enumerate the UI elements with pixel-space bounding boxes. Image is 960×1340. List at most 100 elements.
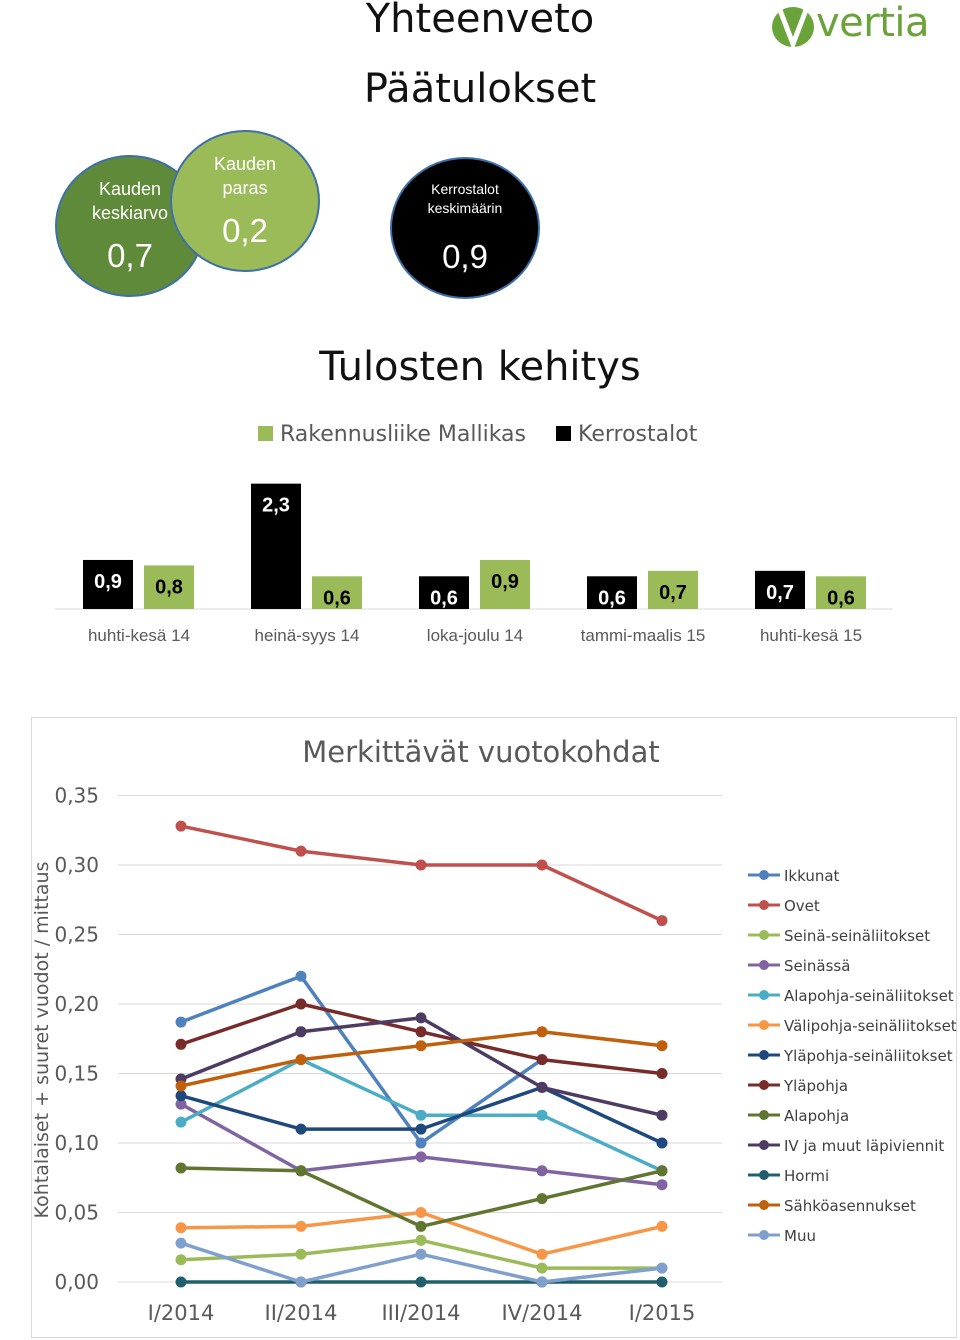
bar-value-label-2-1: 0,9: [491, 571, 519, 593]
y-tick-label-6: 0,30: [54, 853, 99, 877]
series-line-11: [180, 1030, 663, 1088]
series-point-5-1: [295, 1220, 307, 1232]
series-point-5-3: [536, 1248, 548, 1260]
legend-label-10: Hormi: [784, 1167, 829, 1185]
series-point-10-0: [175, 1276, 187, 1288]
bar-value-label-0-0: 0,9: [94, 571, 122, 593]
series-point-2-1: [295, 1248, 307, 1260]
bar-1-0: [251, 483, 301, 609]
bar-value-label-4-1: 0,6: [827, 587, 855, 609]
bar-1-1: [312, 576, 362, 609]
bar-legend-label-0: Rakennusliike Mallikas: [280, 422, 526, 447]
series-point-0-1: [295, 970, 307, 982]
bar-4-1: [816, 576, 866, 609]
x-tick-label-4: I/2015: [629, 1301, 696, 1325]
legend-label-4: Alapohja-seinäliitokset: [784, 987, 954, 1005]
series-point-11-4: [656, 1040, 668, 1052]
x-tick-label-0: I/2014: [148, 1301, 215, 1325]
legend-label-8: Alapohja: [784, 1107, 849, 1125]
series-point-4-3: [536, 1109, 548, 1121]
kerrostalot-label-1: Kerrostalot: [431, 181, 499, 197]
bar-legend-swatch-0: [258, 426, 273, 441]
series-point-9-1: [295, 1026, 307, 1038]
bar-chart-title: Tulosten kehitys: [319, 344, 641, 390]
kerrostalot-label-2: keskimäärin: [427, 200, 503, 216]
legend-label-12: Muu: [784, 1227, 816, 1245]
bar-4-0: [755, 570, 805, 609]
series-point-12-1: [295, 1276, 307, 1288]
series-point-4-2: [415, 1109, 427, 1121]
bar-category-label-1: heinä-syys 14: [255, 626, 360, 645]
series-point-2-3: [536, 1262, 548, 1274]
legend-marker-10: [759, 1170, 769, 1180]
series-point-10-2: [415, 1276, 427, 1288]
series-point-0-2: [415, 1137, 427, 1149]
legend-marker-0: [759, 870, 769, 880]
series-point-7-2: [415, 1026, 427, 1038]
legend-label-2: Seinä-seinäliitokset: [784, 927, 930, 945]
series-point-3-2: [415, 1151, 427, 1163]
series-line-0: [180, 974, 543, 1145]
kerrostalot-value: 0,9: [442, 238, 488, 275]
logo-text: vertia: [816, 0, 930, 46]
season-best-label-1: Kauden: [213, 154, 277, 174]
series-point-12-3: [536, 1276, 548, 1288]
y-tick-label-0: 0,00: [54, 1270, 99, 1294]
bar-category-label-0: huhti-kesä 14: [88, 626, 190, 645]
y-tick-label-5: 0,25: [54, 923, 99, 947]
y-tick-label-1: 0,05: [54, 1201, 99, 1225]
series-point-1-1: [295, 845, 307, 857]
season-best-value: 0,2: [222, 212, 268, 249]
season-average-label-2: keskiarvo: [91, 203, 169, 223]
series-point-1-4: [656, 915, 668, 927]
series-point-0-0: [175, 1016, 187, 1028]
series-point-4-0: [175, 1116, 187, 1128]
series-point-7-4: [656, 1068, 668, 1079]
y-tick-label-3: 0,15: [54, 1062, 99, 1086]
legend-marker-4: [759, 990, 769, 1000]
legend-marker-6: [759, 1050, 769, 1060]
y-tick-label-2: 0,10: [54, 1131, 99, 1155]
legend-label-3: Seinässä: [784, 957, 850, 975]
legend-marker-2: [759, 930, 769, 940]
bar-legend-label-1: Kerrostalot: [578, 422, 698, 447]
bar-0-0: [83, 559, 133, 609]
series-point-9-2: [415, 1012, 427, 1024]
season-average-value: 0,7: [107, 237, 153, 274]
series-point-6-1: [295, 1123, 307, 1135]
y-tick-label-4: 0,20: [54, 992, 99, 1016]
series-point-9-4: [656, 1109, 668, 1121]
legend-label-6: Yläpohja-seinäliitokset: [783, 1047, 953, 1065]
line-chart-title: Merkittävät vuotokohdat: [302, 735, 660, 769]
legend-label-1: Ovet: [784, 897, 820, 915]
legend-marker-3: [759, 960, 769, 970]
series-point-5-2: [415, 1207, 427, 1218]
series-point-3-4: [656, 1179, 668, 1191]
bar-3-1: [648, 570, 698, 609]
legend-label-9: IV ja muut läpiviennit: [784, 1137, 944, 1155]
series-point-7-3: [536, 1054, 548, 1066]
bar-value-label-3-1: 0,7: [659, 582, 687, 604]
bar-2-0: [419, 576, 469, 609]
series-point-2-0: [175, 1254, 187, 1266]
page-title: Yhteenveto: [365, 0, 595, 42]
legend-marker-5: [759, 1020, 769, 1030]
legend-label-0: Ikkunat: [784, 867, 840, 885]
bar-value-label-3-0: 0,6: [598, 587, 626, 609]
bar-value-label-2-0: 0,6: [430, 587, 458, 609]
bar-category-label-3: tammi-maalis 15: [581, 626, 706, 645]
season-best-circle: Kauden paras 0,2: [170, 130, 320, 272]
series-point-1-2: [415, 859, 427, 871]
series-point-8-4: [656, 1165, 668, 1177]
x-tick-label-1: II/2014: [265, 1301, 338, 1325]
series-point-11-0: [175, 1080, 187, 1092]
kerrostalot-average-circle: Kerrostalot keskimäärin 0,9: [390, 157, 540, 299]
legend-marker-8: [759, 1110, 769, 1120]
bar-0-1: [144, 565, 194, 609]
series-point-3-3: [536, 1165, 548, 1177]
bar-value-label-4-0: 0,7: [766, 582, 794, 604]
y-tick-label-7: 0,35: [54, 784, 99, 808]
series-point-12-0: [175, 1237, 187, 1249]
series-point-9-3: [536, 1081, 548, 1093]
